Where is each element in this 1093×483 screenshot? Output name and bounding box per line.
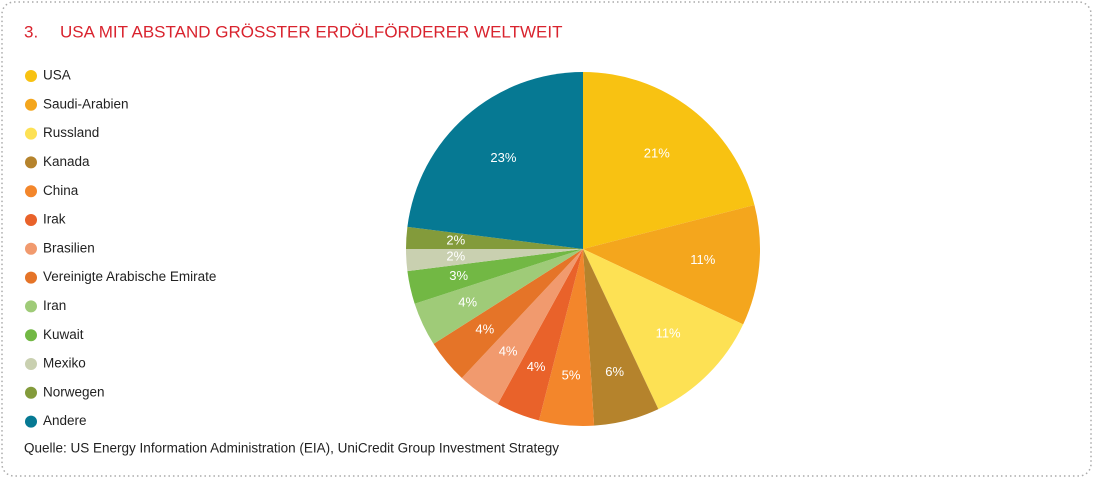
legend-label: China xyxy=(43,183,79,198)
legend-swatch xyxy=(25,98,37,111)
chart-number: 3. xyxy=(24,22,38,41)
legend-swatch xyxy=(25,70,37,82)
chart-title: USA MIT ABSTAND GRÖSSTER ERDÖLFÖRDERER W… xyxy=(60,22,563,41)
legend-swatch xyxy=(25,415,37,428)
pie-slice xyxy=(538,249,595,426)
pie-slice xyxy=(583,204,760,325)
value-label: 4% xyxy=(527,359,546,374)
legend-label: Saudi-Arabien xyxy=(43,96,129,111)
pie-slice xyxy=(406,249,583,272)
legend-label: Andere xyxy=(43,413,87,428)
pie-slice xyxy=(406,226,583,249)
legend-swatch xyxy=(25,242,37,255)
value-label: 21% xyxy=(644,145,670,160)
legend-swatch xyxy=(25,271,37,284)
value-label: 11% xyxy=(690,252,715,267)
legend-swatch xyxy=(25,358,37,370)
source: Quelle: US Energy Information Administra… xyxy=(24,441,559,456)
pie-slice xyxy=(497,249,583,421)
legend-label: USA xyxy=(43,68,71,83)
legend-swatch xyxy=(25,386,37,399)
pie-slice xyxy=(583,72,755,249)
value-label: 2% xyxy=(446,232,465,247)
legend-label: Iran xyxy=(43,298,66,313)
value-label: 3% xyxy=(449,268,468,283)
legend-label: Mexiko xyxy=(43,356,86,371)
legend-swatch xyxy=(25,127,37,140)
value-label: 4% xyxy=(458,295,477,310)
pie-slice xyxy=(461,249,583,405)
pie-slice xyxy=(433,249,583,379)
legend-swatch xyxy=(25,214,37,226)
value-label: 11% xyxy=(656,326,681,341)
legend-label: Kanada xyxy=(43,154,90,169)
legend-swatch xyxy=(25,185,37,198)
pie-slice xyxy=(407,249,583,304)
pie-slice xyxy=(583,249,659,426)
pie-slice xyxy=(407,72,583,249)
legend-label: Kuwait xyxy=(43,327,84,342)
legend-swatch xyxy=(25,156,37,169)
pie-slice xyxy=(583,249,744,410)
legend-swatch xyxy=(25,300,37,313)
value-label: 5% xyxy=(562,367,581,382)
value-label: 4% xyxy=(475,322,494,337)
value-label: 2% xyxy=(446,248,465,263)
legend-swatch xyxy=(25,329,37,342)
pie-slice xyxy=(414,249,583,344)
legend-label: Norwegen xyxy=(43,384,105,399)
legend-label: Brasilien xyxy=(43,240,95,255)
value-label: 4% xyxy=(499,344,518,359)
value-label: 23% xyxy=(490,150,516,165)
value-label: 6% xyxy=(605,364,624,379)
legend-label: Russland xyxy=(43,125,99,140)
legend-label: Vereinigte Arabische Emirate xyxy=(43,269,216,284)
legend-label: Irak xyxy=(43,212,66,227)
